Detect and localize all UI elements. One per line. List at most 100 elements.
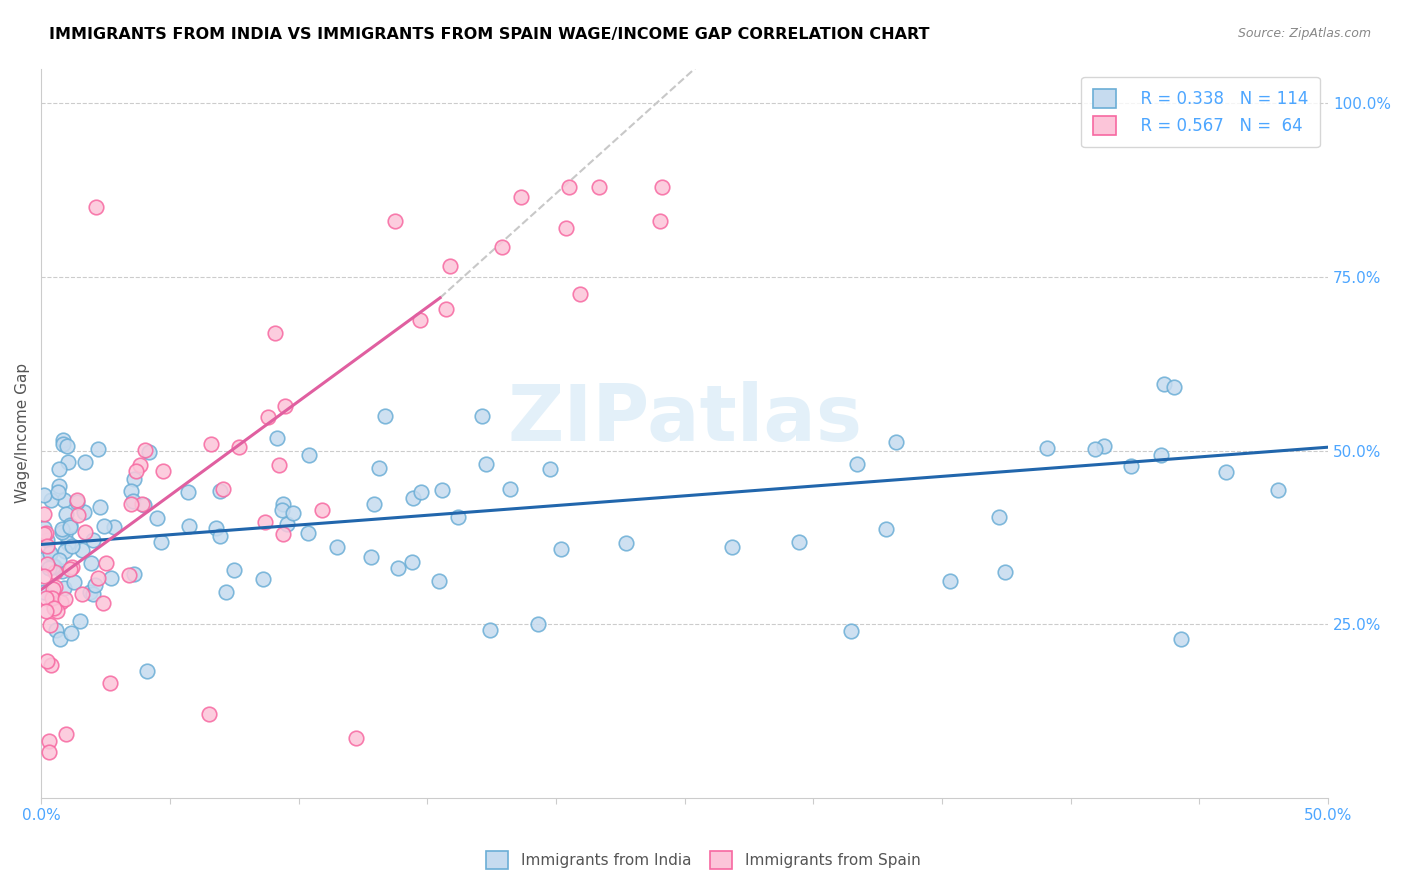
Point xyxy=(402,491,425,505)
Point xyxy=(527,617,550,632)
Point xyxy=(38,561,60,575)
Point xyxy=(475,457,498,471)
Point xyxy=(39,657,62,672)
Point xyxy=(32,568,55,582)
Point xyxy=(839,624,862,638)
Point xyxy=(39,617,62,632)
Point xyxy=(200,437,222,451)
Point xyxy=(59,626,82,640)
Point xyxy=(42,558,65,573)
Point xyxy=(276,516,298,531)
Point xyxy=(1036,441,1059,455)
Point xyxy=(1150,448,1173,462)
Point xyxy=(94,557,117,571)
Point xyxy=(1215,465,1237,479)
Point xyxy=(387,560,409,574)
Point xyxy=(35,604,58,618)
Point xyxy=(491,240,513,254)
Point xyxy=(374,409,396,424)
Point xyxy=(1153,377,1175,392)
Legend:   R = 0.338   N = 114,   R = 0.567   N =  64: R = 0.338 N = 114, R = 0.567 N = 64 xyxy=(1081,77,1320,147)
Point xyxy=(558,179,581,194)
Point xyxy=(325,540,347,554)
Point xyxy=(73,455,96,469)
Point xyxy=(509,189,531,203)
Point xyxy=(98,675,121,690)
Point xyxy=(39,546,62,560)
Point xyxy=(122,472,145,486)
Point xyxy=(1163,379,1185,393)
Point xyxy=(93,519,115,533)
Point xyxy=(152,464,174,478)
Point xyxy=(70,587,93,601)
Point xyxy=(267,458,290,473)
Point xyxy=(939,574,962,588)
Point xyxy=(215,585,238,599)
Point xyxy=(614,536,637,550)
Point xyxy=(721,541,744,555)
Point xyxy=(409,485,432,500)
Point xyxy=(51,565,73,579)
Point xyxy=(48,461,70,475)
Point xyxy=(471,409,494,423)
Point xyxy=(135,664,157,678)
Point xyxy=(212,482,235,496)
Point xyxy=(51,522,73,536)
Point xyxy=(125,464,148,478)
Point xyxy=(32,584,55,599)
Text: IMMIGRANTS FROM INDIA VS IMMIGRANTS FROM SPAIN WAGE/INCOME GAP CORRELATION CHART: IMMIGRANTS FROM INDIA VS IMMIGRANTS FROM… xyxy=(49,27,929,42)
Point xyxy=(297,526,319,541)
Point xyxy=(208,483,231,498)
Point xyxy=(1092,440,1115,454)
Point xyxy=(122,566,145,581)
Point xyxy=(60,559,83,574)
Point xyxy=(73,506,96,520)
Point xyxy=(73,525,96,540)
Point xyxy=(297,448,319,462)
Point xyxy=(37,539,59,553)
Point xyxy=(83,578,105,592)
Point xyxy=(35,558,58,572)
Point xyxy=(651,179,673,194)
Point xyxy=(360,549,382,564)
Point xyxy=(45,603,67,617)
Point xyxy=(222,563,245,577)
Point xyxy=(59,519,82,533)
Point xyxy=(149,535,172,549)
Point xyxy=(271,503,294,517)
Point xyxy=(56,455,79,469)
Point xyxy=(138,445,160,459)
Point xyxy=(311,502,333,516)
Point xyxy=(555,221,578,235)
Point xyxy=(52,437,75,451)
Point xyxy=(82,587,104,601)
Point xyxy=(648,213,671,227)
Point xyxy=(266,431,288,445)
Point xyxy=(118,567,141,582)
Point xyxy=(45,623,67,637)
Point xyxy=(447,509,470,524)
Point xyxy=(44,581,66,595)
Point xyxy=(368,461,391,475)
Point xyxy=(35,533,58,548)
Point xyxy=(48,553,70,567)
Point xyxy=(32,488,55,502)
Point xyxy=(228,440,250,454)
Point xyxy=(1170,632,1192,646)
Point xyxy=(1267,483,1289,497)
Point xyxy=(35,654,58,668)
Point xyxy=(53,493,76,508)
Point xyxy=(35,525,58,540)
Point xyxy=(41,591,63,605)
Point xyxy=(256,409,278,424)
Point xyxy=(32,552,55,566)
Point xyxy=(82,533,104,547)
Point xyxy=(56,439,79,453)
Point xyxy=(254,515,277,529)
Point xyxy=(48,632,70,647)
Point xyxy=(177,485,200,500)
Point xyxy=(274,399,297,413)
Point xyxy=(146,511,169,525)
Point xyxy=(44,566,66,580)
Y-axis label: Wage/Income Gap: Wage/Income Gap xyxy=(15,363,30,503)
